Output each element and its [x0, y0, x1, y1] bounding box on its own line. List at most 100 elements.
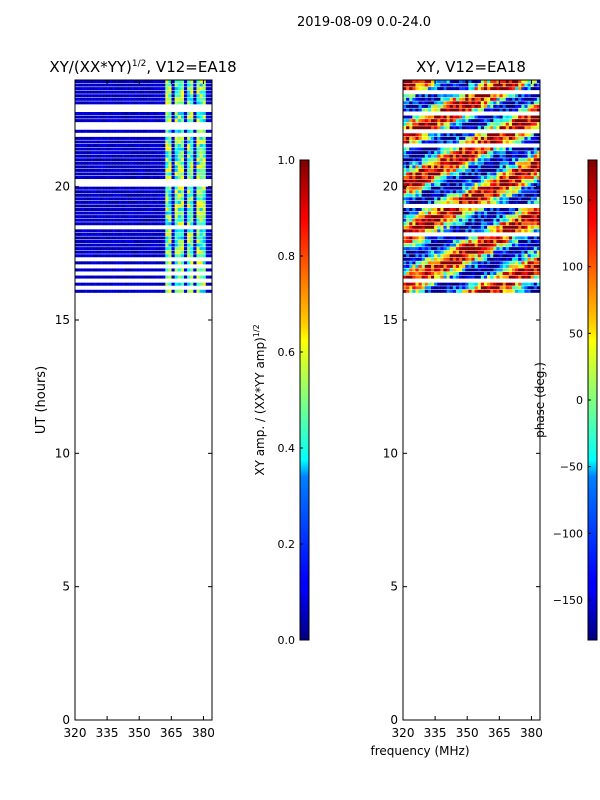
amplitude-heatmap-cell	[134, 136, 138, 140]
amplitude-heatmap-cell	[168, 240, 172, 244]
amplitude-heatmap-cell	[146, 147, 151, 151]
phase-heatmap-cell	[471, 126, 476, 130]
phase-heatmap-cell	[415, 87, 419, 91]
phase-heatmap-cell	[446, 101, 451, 105]
amplitude-heatmap-cell	[90, 275, 95, 279]
amplitude-heatmap-cell	[75, 215, 79, 219]
phase-heatmap-cell	[524, 158, 528, 162]
phase-heatmap-cell	[521, 225, 525, 229]
amplitude-heatmap-cell	[159, 289, 163, 293]
phase-heatmap-cell	[427, 168, 432, 172]
amplitude-heatmap-cell	[205, 215, 210, 219]
phase-heatmap-cell	[452, 176, 457, 180]
phase-heatmap-cell	[471, 257, 476, 261]
phase-heatmap-cell	[462, 104, 466, 108]
phase-heatmap-cell	[480, 172, 485, 176]
phase-heatmap-cell	[527, 211, 532, 215]
phase-heatmap-cell	[502, 133, 507, 137]
amplitude-heatmap-cell	[146, 144, 151, 148]
phase-heatmap-cell	[409, 87, 413, 91]
phase-heatmap-cell	[409, 268, 413, 272]
phase-heatmap-cell	[452, 165, 457, 169]
amplitude-heatmap-cell	[112, 147, 116, 151]
amplitude-heatmap-cell	[146, 172, 151, 176]
amplitude-heatmap-cell	[75, 208, 79, 212]
phase-heatmap-cell	[446, 97, 451, 101]
phase-heatmap-cell	[427, 172, 432, 176]
phase-heatmap-cell	[474, 147, 479, 151]
phase-heatmap-cell	[480, 94, 485, 98]
amplitude-heatmap-cell	[131, 222, 135, 226]
amplitude-heatmap-cell	[87, 112, 91, 116]
phase-heatmap-cell	[477, 211, 482, 215]
amplitude-heatmap-cell	[177, 211, 182, 215]
phase-heatmap-cell	[511, 83, 516, 87]
amplitude-heatmap-cell	[137, 222, 141, 226]
amplitude-heatmap-cell	[87, 190, 91, 194]
amplitude-heatmap-cell	[190, 136, 194, 140]
phase-heatmap-cell	[412, 126, 416, 130]
amplitude-colorbar-label: XY amp. / (XX*YY amp)1/2	[252, 324, 267, 475]
phase-heatmap-cell	[511, 289, 516, 293]
phase-heatmap-cell	[487, 211, 491, 215]
phase-heatmap-cell	[530, 154, 535, 158]
phase-heatmap-cell	[455, 151, 460, 155]
phase-heatmap-cell	[502, 286, 507, 290]
amplitude-heatmap-cell	[81, 204, 85, 208]
amplitude-heatmap-cell	[93, 186, 98, 190]
amplitude-heatmap-cell	[103, 204, 107, 208]
phase-heatmap-cell	[530, 257, 535, 261]
amplitude-heatmap-cell	[168, 112, 172, 116]
amplitude-heatmap-cell	[96, 197, 101, 201]
phase-heatmap-cell	[508, 222, 513, 226]
amplitude-heatmap-cell	[190, 204, 194, 208]
amplitude-ytick-label: 15	[55, 313, 70, 327]
amplitude-heatmap-cell	[106, 101, 110, 105]
amplitude-heatmap-cell	[162, 161, 166, 165]
phase-heatmap-cell	[483, 176, 488, 180]
amplitude-heatmap-cell	[93, 211, 98, 215]
phase-heatmap-cell	[511, 161, 516, 165]
amplitude-heatmap-cell	[159, 90, 163, 94]
amplitude-heatmap-cell	[75, 232, 79, 236]
phase-heatmap-cell	[518, 133, 522, 137]
phase-heatmap-cell	[434, 211, 438, 215]
amplitude-heatmap-cell	[75, 254, 79, 258]
amplitude-heatmap-cell	[127, 275, 132, 279]
phase-heatmap-cell	[465, 136, 469, 140]
amplitude-heatmap-cell	[124, 247, 129, 251]
phase-heatmap-cell	[524, 136, 528, 140]
phase-heatmap-cell	[452, 225, 457, 229]
amplitude-heatmap-cell	[171, 80, 176, 84]
amplitude-heatmap-cell	[103, 218, 107, 222]
phase-heatmap-cell	[508, 200, 513, 204]
amplitude-heatmap-cell	[159, 215, 163, 219]
phase-heatmap-cell	[434, 243, 438, 247]
amplitude-heatmap-cell	[96, 176, 101, 180]
amplitude-heatmap-cell	[93, 80, 98, 84]
phase-heatmap-cell	[508, 186, 513, 190]
amplitude-heatmap-cell	[140, 186, 144, 190]
phase-heatmap-cell	[468, 161, 472, 165]
amplitude-heatmap-cell	[134, 232, 138, 236]
amplitude-heatmap-cell	[112, 80, 116, 84]
amplitude-heatmap-cell	[134, 254, 138, 258]
amplitude-heatmap-cell	[112, 119, 116, 123]
phase-heatmap-cell	[406, 236, 410, 240]
amplitude-heatmap-cell	[75, 112, 79, 116]
amplitude-heatmap-cell	[165, 165, 169, 169]
amplitude-heatmap-cell	[75, 165, 79, 169]
phase-heatmap-cell	[515, 140, 519, 144]
phase-heatmap-cell	[459, 147, 463, 151]
phase-heatmap-cell	[449, 229, 454, 233]
amplitude-heatmap-cell	[190, 186, 194, 190]
phase-heatmap-cell	[418, 218, 423, 222]
amplitude-heatmap-cell	[106, 119, 110, 123]
amplitude-heatmap-cell	[90, 268, 95, 272]
amplitude-heatmap-cell	[140, 204, 144, 208]
phase-heatmap-cell	[496, 158, 500, 162]
phase-heatmap-cell	[468, 183, 472, 187]
phase-heatmap-cell	[490, 158, 494, 162]
amplitude-heatmap-cell	[121, 208, 126, 212]
